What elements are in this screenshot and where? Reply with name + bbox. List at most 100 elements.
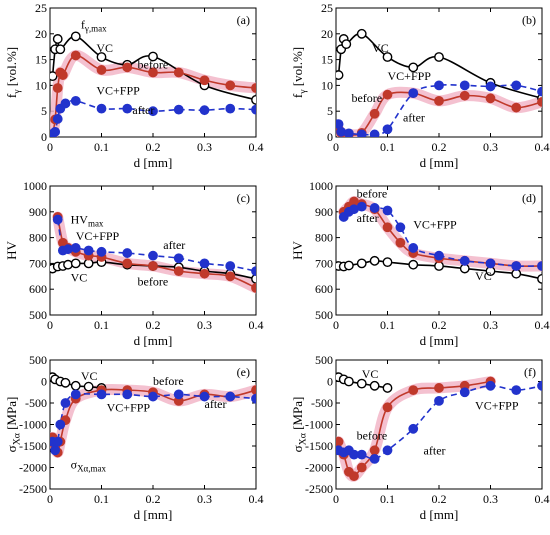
data-point-after <box>459 387 470 398</box>
data-point-after <box>511 80 522 91</box>
plot-area <box>50 31 256 137</box>
x-axis-label: d [mm] <box>420 155 459 170</box>
y-tick-label: 600 <box>315 282 333 296</box>
data-point-after <box>70 243 81 253</box>
x-tick-label: 0.1 <box>94 318 109 332</box>
data-point-after <box>148 391 158 402</box>
data-point-before <box>199 75 210 86</box>
y-tick-label: 0 <box>41 375 47 389</box>
y-tick-label: 600 <box>29 282 47 296</box>
data-point-before <box>408 385 419 395</box>
x-tick-label: 0.3 <box>197 318 212 332</box>
data-point-after <box>173 104 184 115</box>
annotation-before: before <box>153 374 184 388</box>
annotation-vc+fpp: VC+FPP <box>475 398 519 412</box>
annotation-vc: VC <box>81 369 98 383</box>
data-point-vc <box>369 255 380 266</box>
data-point-after <box>96 246 107 257</box>
data-point-before <box>434 383 444 393</box>
annotation-fmax: fγ,max <box>81 18 107 34</box>
data-point-after <box>356 129 367 137</box>
y-tick-label: -2000 <box>19 461 47 475</box>
annotation-after: after <box>163 238 185 252</box>
data-point-before <box>148 67 158 78</box>
data-point-after <box>55 419 66 430</box>
x-tick-label: 0.2 <box>146 318 161 332</box>
x-tick-label: 0.3 <box>197 140 212 154</box>
y-tick-label: 0 <box>41 130 47 144</box>
y-tick-label: 700 <box>29 256 47 270</box>
data-point-vc <box>341 39 352 50</box>
data-point-vc <box>70 258 81 269</box>
data-point-before <box>382 402 393 413</box>
y-tick-label: 25 <box>321 1 333 15</box>
data-point-before <box>356 462 367 473</box>
x-tick-label: 0.3 <box>197 492 212 506</box>
data-point-after <box>537 380 542 391</box>
data-point-after <box>459 255 470 266</box>
data-point-after <box>225 391 236 402</box>
data-point-after <box>459 80 470 91</box>
data-point-after <box>70 95 81 106</box>
annotation-vc: VC <box>96 41 113 55</box>
data-point-after <box>122 248 133 258</box>
data-point-before <box>511 102 522 113</box>
data-point-after <box>369 203 380 213</box>
data-point-after <box>408 243 419 253</box>
x-tick-label: 0.2 <box>432 492 447 506</box>
y-tick-label: -500 <box>311 396 333 410</box>
data-point-before <box>96 65 107 75</box>
plot-area <box>336 28 542 137</box>
data-point-after <box>225 261 236 271</box>
y-tick-label: 1000 <box>23 179 47 193</box>
data-point-before <box>349 471 359 481</box>
x-tick-label: 0.1 <box>94 492 109 506</box>
data-point-after <box>382 124 393 135</box>
y-axis-label: σXα [MPa] <box>4 397 22 453</box>
y-tick-label: 500 <box>29 308 47 322</box>
annotation-before: before <box>357 187 388 201</box>
annotation-after: after <box>403 111 425 125</box>
data-point-after <box>251 104 256 115</box>
data-point-before <box>459 90 470 101</box>
plot-area <box>50 372 256 458</box>
annotation-vc+fpp: VC+FPP <box>76 229 120 243</box>
data-point-after <box>199 258 210 269</box>
data-point-after <box>369 129 380 137</box>
chart-panel-2: 0 0.1 0.2 0.3 0.4 0 5 10 15 20 25 d [mm] fγ [vol.%] (… <box>290 1 550 170</box>
x-tick-label: 0.2 <box>432 140 447 154</box>
data-point-after <box>537 261 542 271</box>
annotation-after: after <box>205 397 227 411</box>
chart-panel-5: 0 0.1 0.2 0.3 0.4 -2500 -2000 -1500 -1000 -500 0 50… <box>4 353 264 522</box>
annotation-after: after <box>357 211 379 225</box>
data-point-before <box>122 62 133 73</box>
annotation-vc+fpp: VC+FPP <box>413 218 457 232</box>
data-point-before <box>148 261 158 271</box>
data-point-after <box>60 98 71 109</box>
y-tick-label: 15 <box>35 53 47 67</box>
x-tick-label: 0 <box>333 492 339 506</box>
data-point-vc <box>96 52 107 62</box>
data-point-vc <box>408 259 419 270</box>
panel-label: (b) <box>522 13 536 27</box>
data-point-before <box>382 89 393 100</box>
data-point-after <box>408 88 419 99</box>
annotation-vc+fpp: VC+FPP <box>96 84 140 98</box>
data-point-vc <box>356 378 367 389</box>
data-point-before <box>369 445 380 456</box>
panel-label: (c) <box>237 191 250 205</box>
data-point-vc <box>408 62 419 73</box>
data-point-after <box>148 106 158 117</box>
data-point-after <box>70 389 81 400</box>
data-point-vc <box>70 31 81 42</box>
x-tick-label: 0.4 <box>535 140 550 154</box>
data-point-before <box>369 108 380 119</box>
y-tick-label: -500 <box>25 396 47 410</box>
x-tick-label: 0.2 <box>146 492 161 506</box>
y-tick-label: -1000 <box>305 418 333 432</box>
data-point-vc <box>83 381 94 392</box>
data-point-after <box>369 453 380 464</box>
data-point-vc <box>251 273 256 284</box>
data-point-after <box>52 114 63 124</box>
